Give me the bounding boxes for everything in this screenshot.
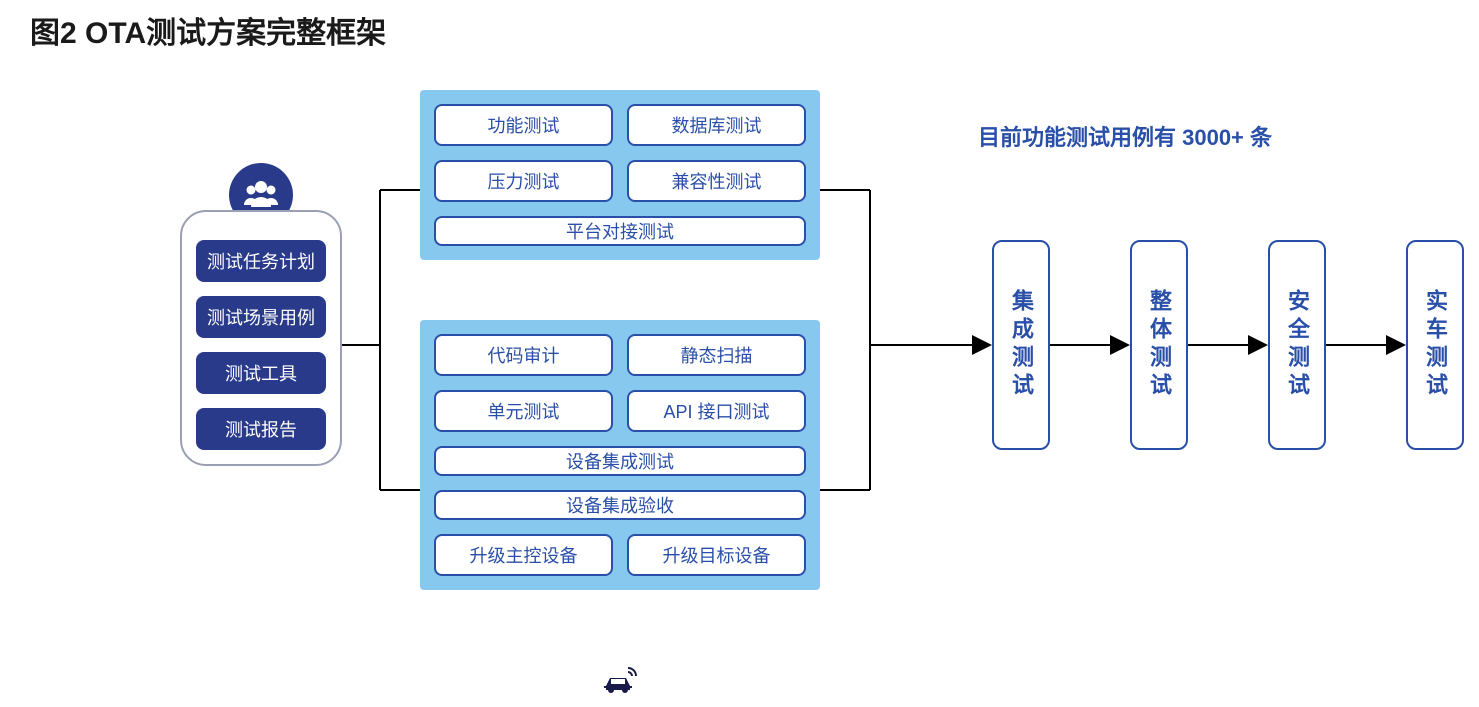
pill-upgrade-master: 升级主控设备 xyxy=(434,534,613,576)
top-test-panel: 功能测试 数据库测试 压力测试 兼容性测试 平台对接测试 xyxy=(420,90,820,260)
pill-database-test: 数据库测试 xyxy=(627,104,806,146)
left-panel: 测试任务计划 测试场景用例 测试工具 测试报告 xyxy=(180,210,342,466)
pill-device-acceptance: 设备集成验收 xyxy=(434,490,806,520)
pill-static-scan: 静态扫描 xyxy=(627,334,806,376)
step-overall-test: 整体测试 xyxy=(1130,240,1188,450)
pill-api-test: API 接口测试 xyxy=(627,390,806,432)
pill-function-test: 功能测试 xyxy=(434,104,613,146)
pill-unit-test: 单元测试 xyxy=(434,390,613,432)
pill-code-audit: 代码审计 xyxy=(434,334,613,376)
car-icon xyxy=(602,666,638,699)
pill-compat-test: 兼容性测试 xyxy=(627,160,806,202)
left-item-report: 测试报告 xyxy=(196,408,326,450)
left-item-tools: 测试工具 xyxy=(196,352,326,394)
pill-stress-test: 压力测试 xyxy=(434,160,613,202)
left-item-plan: 测试任务计划 xyxy=(196,240,326,282)
pill-upgrade-target: 升级目标设备 xyxy=(627,534,806,576)
pill-platform-integration: 平台对接测试 xyxy=(434,216,806,246)
annotation-text: 目前功能测试用例有 3000+ 条 xyxy=(978,120,1272,152)
pill-device-integration-test: 设备集成测试 xyxy=(434,446,806,476)
step-integration-test: 集成测试 xyxy=(992,240,1050,450)
bottom-test-panel: 代码审计 静态扫描 单元测试 API 接口测试 设备集成测试 设备集成验收 升级… xyxy=(420,320,820,590)
step-security-test: 安全测试 xyxy=(1268,240,1326,450)
figure-title: 图2 OTA测试方案完整框架 xyxy=(30,8,386,52)
step-real-vehicle-test: 实车测试 xyxy=(1406,240,1464,450)
left-item-scenario: 测试场景用例 xyxy=(196,296,326,338)
